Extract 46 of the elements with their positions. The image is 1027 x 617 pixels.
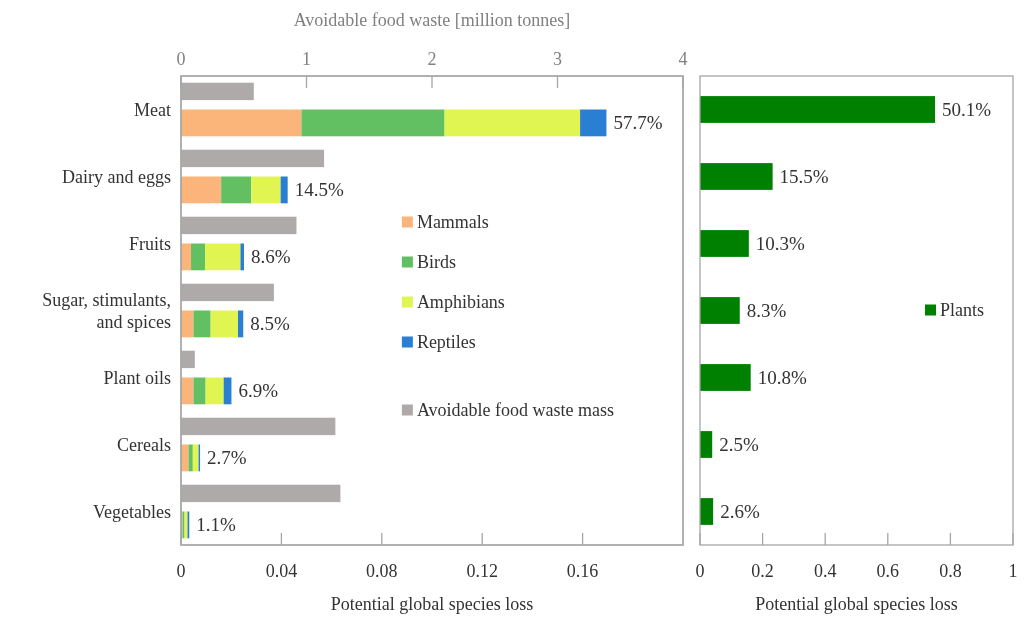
annotation: 1.1%: [196, 514, 237, 536]
legend-label: Birds: [416, 252, 456, 272]
annotation: 15.5%: [779, 166, 829, 187]
x-tick-label: 0.08: [366, 561, 398, 581]
y-tick-label: Fruits: [128, 233, 171, 254]
x-tick-label: 0.04: [265, 561, 298, 581]
legend-label: Amphibians: [416, 292, 505, 312]
x-axis-title: Avoidable food waste [million tonnes]: [293, 10, 571, 30]
x-tick-label: 0.2: [751, 561, 774, 581]
annotation: 2.7%: [207, 447, 247, 469]
legend-label: Reptiles: [416, 332, 476, 352]
y-tick-label: Meat: [134, 99, 171, 120]
annotation: 10.3%: [755, 233, 806, 254]
annotation: 6.9%: [238, 380, 279, 402]
annotation: 50.1%: [942, 99, 992, 120]
annotation: 8.5%: [250, 313, 290, 335]
x-tick-label: 0.12: [466, 561, 498, 581]
annotation: 10.8%: [757, 367, 807, 388]
x-tick-label: 0: [176, 49, 186, 69]
annotation: 2.6%: [720, 501, 760, 522]
y-tick-label: Sugar, stimulants, and spices: [42, 289, 171, 332]
x-tick-label: 0.8: [939, 561, 962, 581]
x-tick-label: 3: [553, 49, 562, 69]
legend-label: Mammals: [416, 212, 489, 232]
y-tick-label: Vegetables: [93, 501, 171, 522]
annotation: 57.7%: [613, 112, 663, 134]
x-tick-label: 1: [1008, 561, 1018, 581]
annotation: 8.3%: [746, 300, 787, 321]
y-tick-label: Cereals: [117, 434, 171, 455]
x-axis-title: Potential global species loss: [330, 594, 534, 614]
legend-label: Avoidable food waste mass: [416, 400, 615, 420]
y-tick-label: Plant oils: [103, 367, 171, 388]
x-tick-label: 2: [427, 49, 437, 69]
x-axis-title: Potential global species loss: [755, 594, 958, 614]
x-tick-label: 0: [176, 561, 186, 581]
x-tick-label: 0.16: [566, 561, 599, 581]
annotation: 14.5%: [294, 179, 344, 201]
annotation: 8.6%: [251, 246, 291, 268]
x-tick-label: 4: [678, 49, 688, 69]
annotation: 2.5%: [719, 434, 759, 455]
legend-label: Plants: [940, 300, 985, 320]
x-tick-label: 1: [302, 49, 311, 69]
x-tick-label: 0.4: [813, 561, 837, 581]
x-tick-label: 0: [695, 561, 705, 581]
x-tick-label: 0.6: [876, 561, 900, 581]
y-tick-label: Dairy and eggs: [62, 166, 171, 187]
